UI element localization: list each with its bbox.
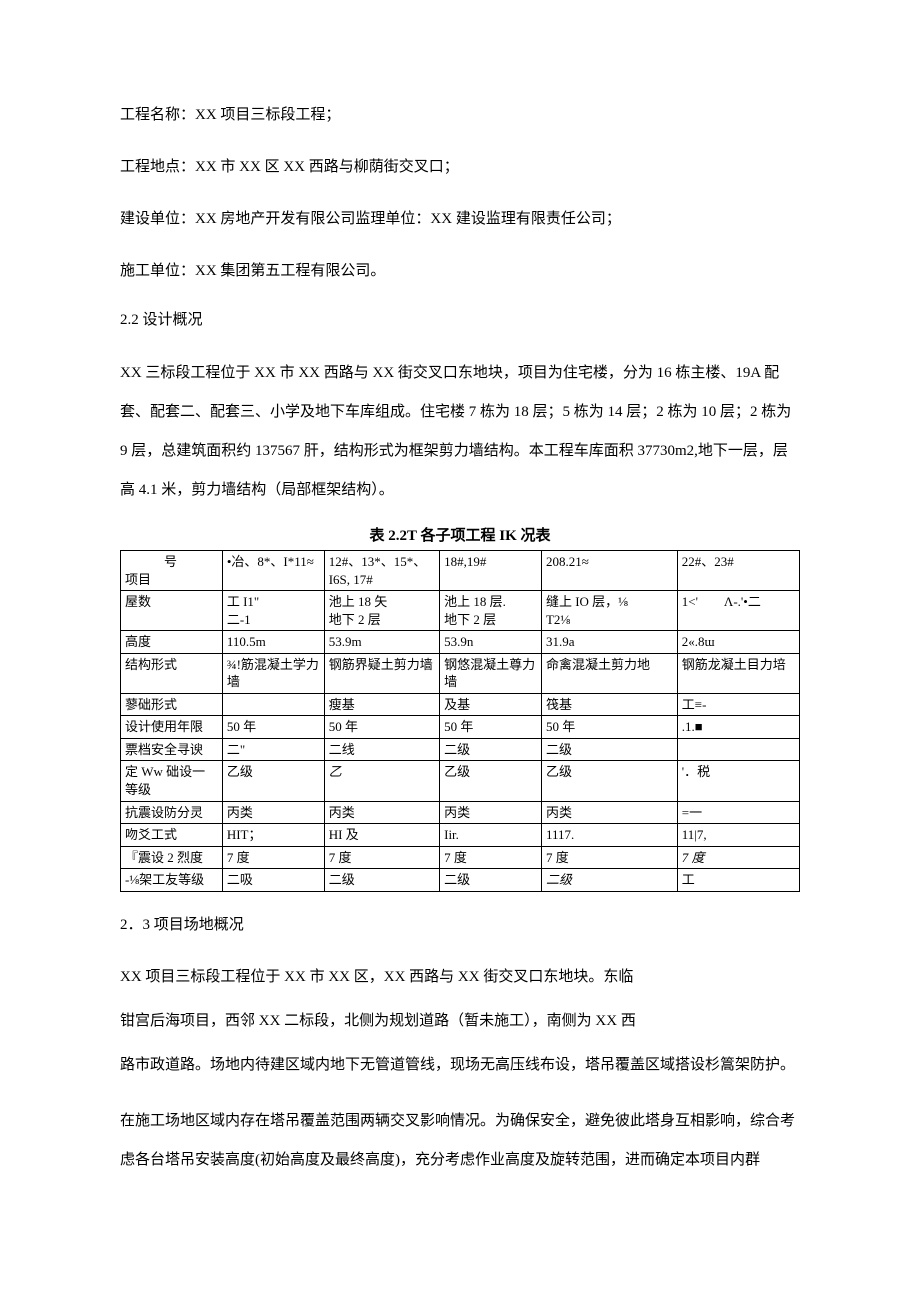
section-2-3-title: 2．3 项目场地概况 [120,910,800,940]
table-row: 『震设 2 烈度7 度7 度7 度7 度7 度 [121,846,800,869]
table-cell: 二" [222,738,324,761]
table-cell: 208.21≈ [541,551,677,591]
table-row: 蓼础形式 瘦基及基筏基工≡- [121,693,800,716]
table-cell: 二吸 [222,869,324,892]
document-page: 工程名称：XX 项目三标段工程； 工程地点：XX 市 XX 区 XX 西路与柳荫… [0,0,920,1234]
section-2-2-title: 2.2 设计概况 [120,308,800,332]
table-cell: 丙类 [440,801,542,824]
table-cell: 11|7, [677,824,799,847]
table-cell: 二级 [440,869,542,892]
table-cell: 设计使用年限 [121,716,223,739]
table-cell: ¾!筋混凝土学力墙 [222,653,324,693]
site-overview-line-4: 在施工场地区域内存在塔吊覆盖范围两辆交叉影响情况。为确保安全，避免彼此塔身互相影… [120,1102,800,1180]
table-cell: HIT； [222,824,324,847]
table-cell: 110.5m [222,631,324,654]
project-name-line: 工程名称：XX 项目三标段工程； [120,100,800,130]
table-cell: 50 年 [541,716,677,739]
table-cell: 乙𤨘 [324,761,439,801]
table-cell: 抗震设防分灵 [121,801,223,824]
table-cell: 丙类 [541,801,677,824]
table-row: 抗震设防分灵丙类丙类丙类丙类=一 [121,801,800,824]
table-cell: -⅛架工友等级 [121,869,223,892]
table-cell: 票档安全寻谀 [121,738,223,761]
project-owner-line: 建设单位：XX 房地产开发有限公司监理单位：XX 建设监理有限责任公司； [120,204,800,234]
table-cell: 吻爻工式 [121,824,223,847]
table-row: 定 Ww 础设一等级乙级乙𤨘乙级乙级'．税 [121,761,800,801]
table-cell: 丙类 [222,801,324,824]
table-cell: 乙级 [440,761,542,801]
table-cell: 7 度 [222,846,324,869]
subproject-table: 号项目•冶、8*、I*11≈12#、13*、15*、I6S, 17#18#,19… [120,550,800,892]
table-cell: 蓼础形式 [121,693,223,716]
table-cell: 1117. [541,824,677,847]
table-row: -⅛架工友等级二吸二级二级二级工𨪸 [121,869,800,892]
table-cell: 工 I1"二-1 [222,591,324,631]
table-cell: 乙级 [222,761,324,801]
table-caption: 表 2.2T 各子项工程 IK 况表 [120,524,800,548]
table-cell: 池上 18 矢地下 2 层 [324,591,439,631]
table-cell: 18#,19# [440,551,542,591]
table-cell: Iir. [440,824,542,847]
table-cell: 筏基 [541,693,677,716]
table-cell: 二级 [541,738,677,761]
table-cell: 53.9n [440,631,542,654]
table-cell: 池上 18 层.地下 2 层 [440,591,542,631]
design-overview-paragraph: XX 三标段工程位于 XX 市 XX 西路与 XX 街交叉口东地块，项目为住宅楼… [120,354,800,510]
table-cell: =一 [677,801,799,824]
table-cell: 工𨪸 [677,869,799,892]
table-row: 高度110.5m53.9m53.9n31.9a2«.8ɯ [121,631,800,654]
table-cell: 12#、13*、15*、I6S, 17# [324,551,439,591]
table-cell: 53.9m [324,631,439,654]
table-cell: 号项目 [121,551,223,591]
table-cell: 50 年 [222,716,324,739]
table-row: 号项目•冶、8*、I*11≈12#、13*、15*、I6S, 17#18#,19… [121,551,800,591]
table-cell: 二线 [324,738,439,761]
table-cell [677,738,799,761]
table-cell [222,693,324,716]
table-cell: 钢悠混凝土尊力墙 [440,653,542,693]
table-cell: 7 度 [677,846,799,869]
table-cell: 7 度 [440,846,542,869]
table-cell: 高度 [121,631,223,654]
table-row: 屋数工 I1"二-1池上 18 矢地下 2 层池上 18 层.地下 2 层缝上 … [121,591,800,631]
table-cell: 50 年 [324,716,439,739]
table-cell: .1.■ [677,716,799,739]
table-row: 票档安全寻谀二"二线二级二级 [121,738,800,761]
table-cell: 乙级 [541,761,677,801]
table-cell: 2«.8ɯ [677,631,799,654]
project-location-line: 工程地点：XX 市 XX 区 XX 西路与柳荫街交叉口； [120,152,800,182]
table-cell: 二级 [541,869,677,892]
table-cell: 命禽混凝土剪力地 [541,653,677,693]
table-cell: 二级 [440,738,542,761]
table-row: 设计使用年限50 年50 年50 年50 年.1.■ [121,716,800,739]
table-cell: 50 年 [440,716,542,739]
table-cell: 22#、23# [677,551,799,591]
site-overview-line-2: 钳宫后海项目，西邻 XX 二标段，北侧为规划道路（暂未施工），南侧为 XX 西 [120,1006,800,1036]
table-cell: 钢筋龙凝土目力培 [677,653,799,693]
contractor-line: 施工单位：XX 集团第五工程有限公司。 [120,256,800,286]
table-cell: 瘦基 [324,693,439,716]
table-cell: 及基 [440,693,542,716]
table-cell: 31.9a [541,631,677,654]
table-cell: 工≡- [677,693,799,716]
table-cell: 钢筋界疑土剪力墙 [324,653,439,693]
table-cell: 缝上 IO 层，⅛T2⅛ [541,591,677,631]
site-overview-line-1: XX 项目三标段工程位于 XX 市 XX 区，XX 西路与 XX 街交叉口东地块… [120,962,800,992]
table-cell: 二级 [324,869,439,892]
table-cell: 定 Ww 础设一等级 [121,761,223,801]
table-cell: 『震设 2 烈度 [121,846,223,869]
table-cell: HI 及 [324,824,439,847]
table-cell: 屋数 [121,591,223,631]
table-row: 结构形式¾!筋混凝土学力墙钢筋界疑土剪力墙钢悠混凝土尊力墙命禽混凝土剪力地钢筋龙… [121,653,800,693]
table-cell: 7 度 [324,846,439,869]
table-cell: •冶、8*、I*11≈ [222,551,324,591]
table-cell: '．税 [677,761,799,801]
table-cell: 结构形式 [121,653,223,693]
table-cell: 1<' Λ-.'•二 [677,591,799,631]
table-cell: 丙类 [324,801,439,824]
table-cell: 7 度 [541,846,677,869]
table-row: 吻爻工式HIT；HI 及Iir.1117.11|7, [121,824,800,847]
site-overview-line-3: 路市政道路。场地内待建区域内地下无管道管线，现场无高压线布设，塔吊覆盖区域搭设杉… [120,1050,800,1080]
